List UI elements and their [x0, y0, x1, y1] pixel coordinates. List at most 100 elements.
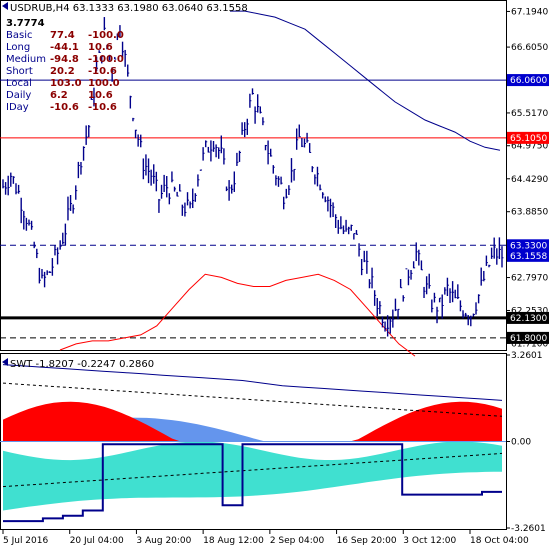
indicator-row: Local 103.0 100.0 — [6, 78, 120, 89]
price-bar — [184, 202, 187, 217]
price-bar — [444, 287, 447, 295]
swt-lower-dashed-line — [2, 452, 503, 488]
price-bar — [295, 128, 299, 150]
swt-red-area — [3, 401, 502, 442]
price-bar — [457, 284, 460, 300]
collapse-arrow-icon[interactable] — [2, 358, 8, 366]
price-bar — [379, 301, 382, 315]
price-bar — [155, 171, 158, 192]
price-bar — [111, 67, 114, 82]
price-bar — [371, 267, 374, 289]
svg-text:-10.6: -10.6 — [88, 66, 117, 77]
chart-header: USDRUB,H4 63.1333 63.1980 63.0640 63.155… — [2, 2, 248, 14]
time-tick-label: 18 Aug 12:00 — [203, 536, 264, 546]
price-tick-label: 65.5170 — [511, 109, 548, 119]
swt-tick-label: -3.2601 — [511, 524, 546, 534]
price-bar — [475, 302, 478, 315]
price-bar — [223, 148, 226, 165]
price-bar — [386, 315, 390, 337]
price-bar — [181, 204, 184, 216]
price-bar — [470, 315, 473, 327]
svg-text:Daily: Daily — [6, 90, 31, 101]
price-bar — [147, 158, 151, 184]
price-panel[interactable] — [0, 0, 507, 351]
price-bar — [256, 94, 260, 113]
price-bar — [420, 260, 423, 271]
price-bar — [477, 294, 481, 304]
price-bar — [2, 179, 5, 189]
price-tag[interactable]: 66.0600 — [507, 74, 549, 87]
price-bar — [163, 174, 166, 193]
price-bar — [54, 245, 57, 256]
price-bar — [212, 141, 216, 152]
price-bar — [337, 219, 340, 234]
svg-text:20.2: 20.2 — [50, 66, 75, 77]
price-bar — [80, 161, 83, 175]
price-bar — [459, 300, 462, 312]
price-bar — [82, 146, 86, 161]
price-axis: 67.1940 66.6050 65.5170 64.9750 64.4290 63.88… — [506, 7, 548, 534]
price-tick-label: 62.7970 — [511, 274, 548, 284]
price-bar — [496, 248, 499, 265]
price-bar — [124, 49, 127, 67]
svg-text:-10.6: -10.6 — [88, 102, 117, 113]
time-tick-label: 3 Aug 20:00 — [136, 536, 191, 546]
price-bar — [25, 217, 28, 231]
price-tag[interactable]: 62.1300 — [507, 311, 549, 324]
price-bar — [20, 197, 23, 224]
price-bar — [98, 50, 101, 53]
price-bar — [423, 286, 426, 298]
price-bar — [218, 147, 221, 159]
price-tag[interactable]: 61.8000 — [507, 331, 549, 344]
price-tick-label: 64.9750 — [511, 142, 548, 152]
price-bar — [246, 118, 249, 135]
price-bar — [493, 237, 496, 259]
price-bar — [62, 232, 65, 245]
price-bar — [140, 134, 143, 148]
price-bar — [327, 196, 330, 212]
price-bar — [329, 198, 332, 218]
price-bar — [298, 124, 301, 138]
swt-oscillator — [0, 364, 506, 523]
price-bar — [267, 140, 270, 165]
price-bar — [67, 196, 70, 221]
svg-text:-44.1: -44.1 — [50, 42, 79, 53]
price-tag[interactable]: 63.3300 — [507, 239, 549, 252]
price-bar — [127, 64, 130, 77]
price-bar — [210, 140, 213, 162]
price-bar — [69, 195, 73, 211]
price-bar — [30, 220, 34, 230]
price-bar — [454, 289, 457, 299]
svg-text:Short: Short — [6, 66, 33, 77]
indicator-row: Short 20.2 -10.6 — [6, 66, 117, 77]
collapse-arrow-icon[interactable] — [2, 2, 8, 10]
price-bar — [233, 171, 236, 192]
time-tick-label: 16 Sep 20:00 — [337, 536, 397, 546]
price-bar — [101, 55, 104, 64]
price-bar — [399, 279, 403, 289]
price-tag[interactable]: 65.1050 — [507, 131, 549, 144]
price-tag[interactable]: 63.1558 — [507, 249, 549, 262]
price-bar — [158, 198, 161, 213]
price-bar — [449, 288, 452, 303]
price-bar — [56, 247, 60, 265]
time-tick-label: 2 Sep 04:00 — [270, 536, 325, 546]
price-bar — [358, 243, 361, 257]
price-bar — [254, 106, 257, 124]
svg-text:-100.0: -100.0 — [88, 54, 124, 65]
svg-text:61.8000: 61.8000 — [510, 334, 547, 344]
price-bar — [366, 250, 369, 274]
price-bar — [168, 193, 171, 205]
price-bar — [12, 176, 15, 184]
price-bar — [264, 144, 267, 151]
price-bar — [415, 242, 418, 262]
price-bar — [142, 158, 145, 180]
price-bar — [446, 277, 449, 297]
svg-text:103.0: 103.0 — [50, 78, 82, 89]
price-bar — [43, 271, 47, 288]
price-bar — [353, 233, 356, 240]
price-bar — [241, 122, 244, 135]
svg-text:Long: Long — [6, 42, 30, 53]
